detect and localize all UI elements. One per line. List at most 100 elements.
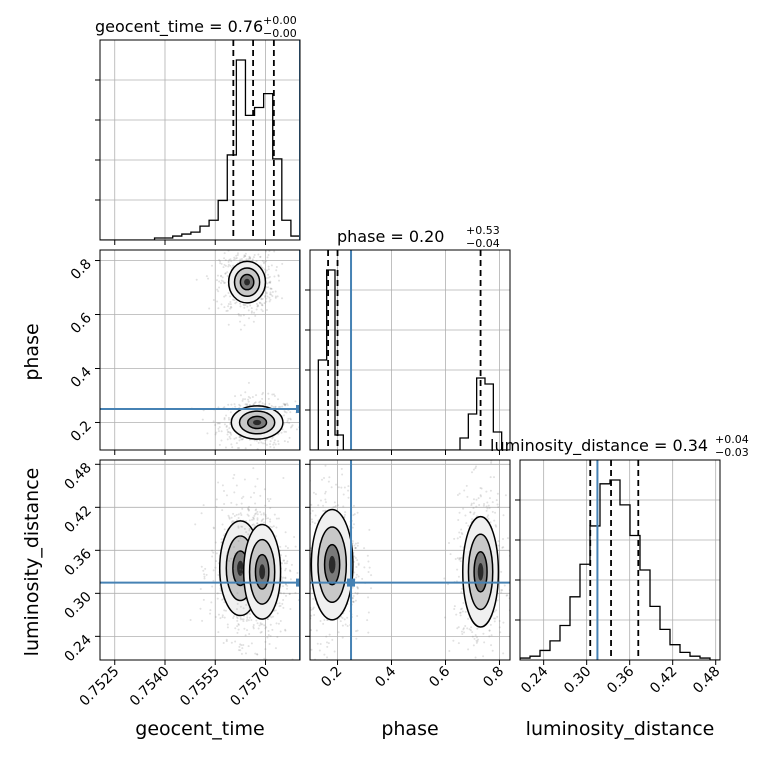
sample-point (293, 535, 296, 538)
sample-point (240, 525, 243, 528)
sample-point (231, 446, 234, 449)
sample-point (356, 511, 359, 514)
sample-point (260, 302, 263, 305)
sample-point (225, 309, 228, 312)
sample-point (313, 522, 316, 525)
sample-point (205, 573, 208, 576)
sample-point (205, 275, 208, 278)
sample-point (265, 291, 268, 294)
sample-point (252, 467, 255, 470)
sample-point (494, 511, 497, 514)
sample-point (245, 531, 248, 534)
sample-point (226, 275, 229, 278)
sample-point (224, 259, 227, 262)
sample-point (353, 555, 356, 558)
sample-point (260, 308, 263, 311)
sample-point (235, 257, 238, 260)
sample-point (221, 509, 224, 512)
sample-point (483, 641, 486, 644)
sample-point (238, 447, 241, 450)
sample-point (274, 290, 277, 293)
sample-point (259, 622, 262, 625)
panel-frame (99, 459, 301, 661)
sample-point (247, 317, 250, 320)
sample-point (261, 310, 264, 313)
sample-point (218, 258, 221, 261)
sample-point (255, 308, 258, 311)
sample-point (333, 650, 336, 653)
sample-point (270, 287, 273, 290)
sample-point (351, 540, 354, 543)
sample-point (486, 665, 488, 667)
ytick-label-luminosity_distance-4: 0.48 (61, 460, 94, 493)
sample-point (215, 279, 218, 282)
sample-point (347, 485, 350, 488)
sample-point (495, 525, 498, 528)
sample-point (325, 635, 328, 638)
sample-point (256, 477, 259, 480)
sample-point (238, 439, 241, 442)
sample-point (243, 254, 246, 257)
sample-point (244, 447, 247, 450)
sample-point (470, 504, 473, 507)
sample-point (255, 439, 258, 442)
sample-point (327, 480, 330, 483)
sample-point (454, 558, 457, 561)
sample-point (286, 421, 289, 424)
sample-point (260, 520, 263, 523)
sample-point (221, 616, 224, 619)
sample-point (236, 252, 239, 255)
sample-point (226, 433, 229, 436)
sample-point (356, 592, 359, 595)
sample-point (211, 549, 214, 552)
sample-point (265, 269, 268, 272)
title-geocent-time-prefix: geocent_time (95, 17, 204, 37)
sample-point (304, 545, 306, 547)
sample-point (235, 484, 238, 487)
sample-point (502, 621, 505, 624)
sample-point (260, 298, 263, 301)
sample-point (233, 256, 236, 259)
sample-point (277, 275, 280, 278)
sample-point (496, 615, 499, 618)
sample-point (247, 258, 250, 261)
sample-point (239, 305, 242, 308)
sample-point (351, 596, 354, 599)
sample-point (269, 280, 272, 283)
sample-point (227, 292, 230, 295)
sample-point (247, 309, 250, 312)
sample-point (212, 526, 215, 529)
sample-point (259, 400, 262, 403)
sample-point (367, 596, 370, 599)
sample-point (259, 255, 262, 258)
sample-point (325, 641, 328, 644)
sample-point (264, 627, 267, 630)
sample-point (361, 577, 364, 580)
sample-point (232, 546, 235, 549)
sample-point (249, 256, 252, 259)
sample-point (259, 623, 262, 626)
sample-point (241, 438, 244, 441)
sample-point (238, 645, 241, 648)
sample-point (237, 576, 240, 579)
sample-point (216, 288, 219, 291)
sample-point (335, 483, 338, 486)
sample-point (233, 258, 236, 261)
sample-point (261, 304, 264, 307)
sample-point (269, 520, 272, 523)
sample-point (216, 597, 219, 600)
sample-point (257, 253, 260, 256)
sample-point (252, 320, 255, 323)
sample-point (453, 607, 456, 610)
sample-point (458, 557, 461, 560)
sample-point (479, 486, 482, 489)
sample-point (223, 609, 226, 612)
sample-point (265, 260, 268, 263)
sample-point (474, 634, 477, 637)
sample-point (491, 649, 494, 652)
sample-point (269, 298, 272, 301)
sample-point (227, 416, 230, 419)
sample-point (286, 560, 289, 563)
sample-point (237, 550, 240, 553)
sample-point (238, 436, 241, 439)
